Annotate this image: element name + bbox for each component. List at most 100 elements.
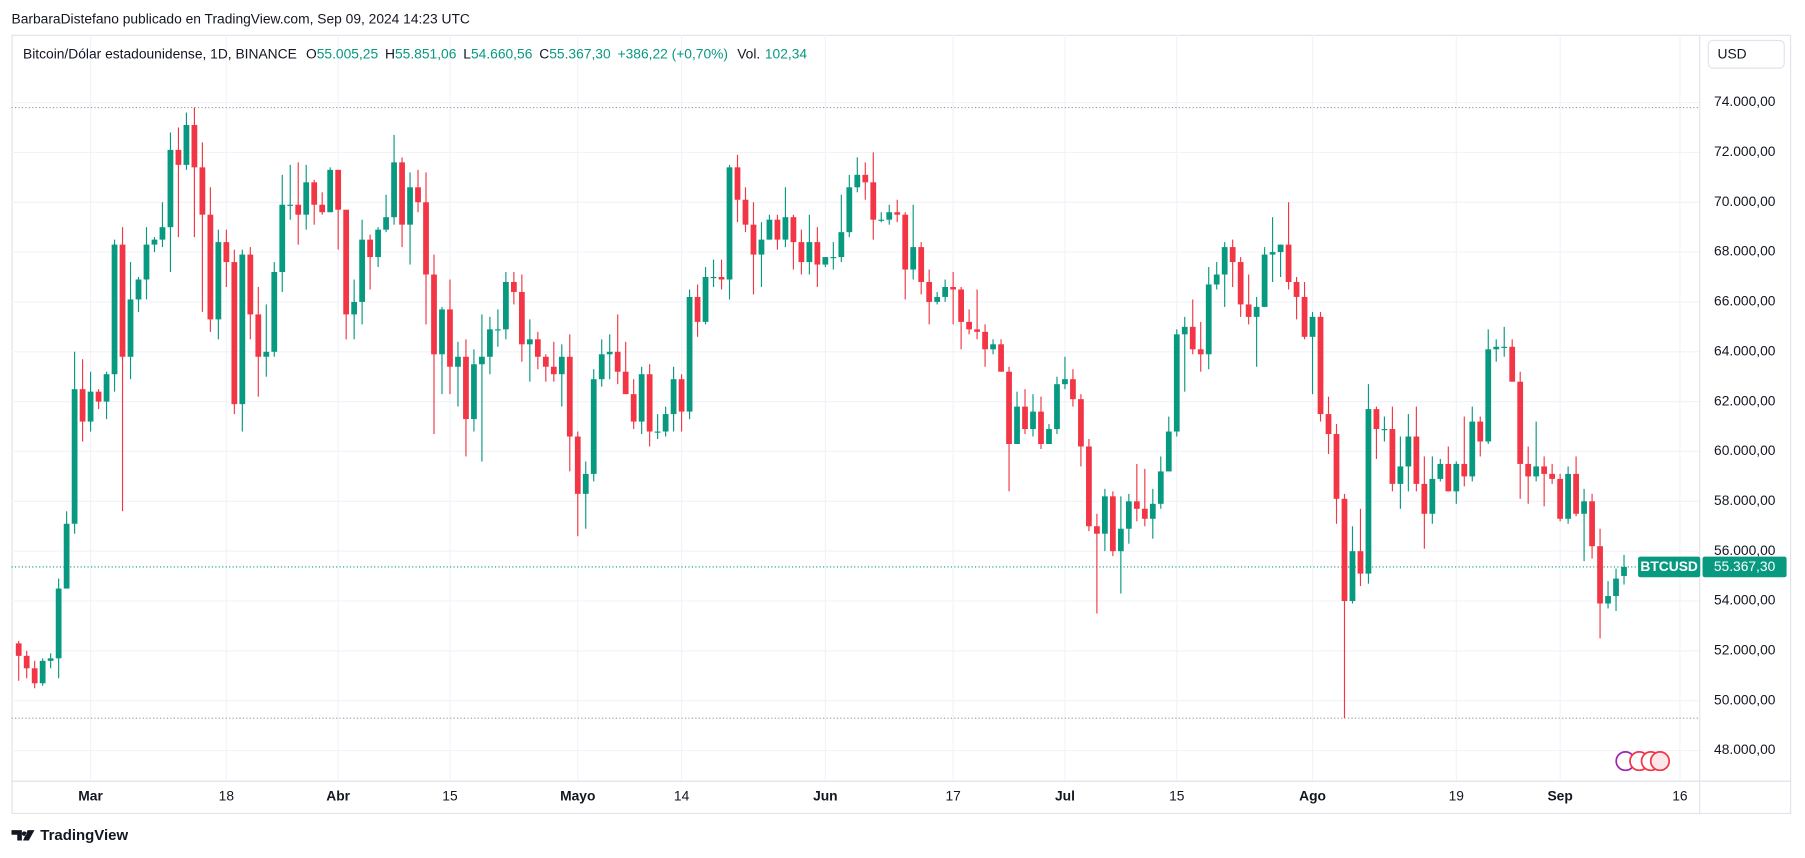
candle-body — [1006, 371, 1012, 444]
logo — [11, 830, 35, 841]
candle-body — [598, 354, 605, 380]
candle-body — [311, 182, 318, 205]
candle-body — [351, 301, 358, 315]
candle-body — [95, 391, 102, 402]
candle-body — [1589, 501, 1595, 547]
candle-body — [814, 242, 821, 265]
candle-body — [590, 379, 597, 474]
candles — [15, 107, 1627, 719]
x-tick-label: 15 — [442, 787, 458, 803]
candle-body — [1086, 446, 1092, 527]
candle-body — [846, 187, 853, 233]
candle-body — [1413, 436, 1420, 484]
candle-body — [343, 209, 350, 315]
candle-body — [1197, 349, 1204, 355]
candle-body — [646, 374, 653, 432]
candle-body — [1030, 411, 1036, 430]
candle-body — [463, 356, 469, 420]
candle-body — [183, 124, 190, 165]
candle-body — [135, 279, 142, 300]
candle-body — [1445, 463, 1452, 492]
candle-body — [990, 344, 996, 350]
candle-body — [1261, 254, 1268, 307]
candle-body — [1421, 483, 1428, 514]
candle-body — [782, 217, 789, 240]
candle-body — [654, 431, 661, 433]
candle-body — [638, 374, 645, 422]
candle-body — [247, 254, 254, 315]
candle-body — [1469, 421, 1476, 477]
candle-body — [862, 174, 869, 183]
price-tag-label: 55.367,30 — [1714, 558, 1776, 574]
currency-button[interactable] — [1707, 39, 1785, 69]
grid — [11, 34, 1700, 781]
candle-body — [1181, 326, 1188, 335]
candle-body — [718, 277, 725, 280]
candle-body — [1221, 247, 1228, 275]
candle-body — [854, 174, 861, 188]
x-tick-label: Mayo — [560, 787, 595, 803]
candle-body — [1022, 406, 1028, 430]
y-tick-label: 48.000,00 — [1714, 741, 1776, 757]
candle-body — [1157, 471, 1164, 504]
candle-body — [1405, 436, 1412, 467]
icon — [1649, 751, 1671, 772]
candle-body — [1205, 284, 1212, 355]
x-tick-label: Jun — [813, 787, 838, 803]
candle-body — [79, 389, 86, 422]
candle-body — [1437, 463, 1444, 479]
candle-body — [678, 379, 685, 412]
candle-body — [479, 356, 485, 365]
candle-body — [271, 272, 278, 352]
candle-body — [231, 262, 238, 405]
candle-body — [1381, 429, 1388, 431]
x-tick-label: 19 — [1449, 787, 1465, 803]
candle-body — [1014, 406, 1020, 444]
candle-body — [830, 257, 837, 259]
candle-body — [750, 224, 757, 255]
candle-body — [407, 187, 413, 225]
x-tick-label: 18 — [219, 787, 235, 803]
y-tick-label: 58.000,00 — [1714, 492, 1776, 508]
candle-body — [838, 232, 845, 258]
candle-body — [191, 124, 198, 168]
candle-body — [662, 414, 669, 432]
candle-body — [1102, 496, 1108, 534]
candle-body — [327, 169, 334, 213]
candle-body — [790, 217, 797, 243]
candle-body — [958, 289, 965, 322]
y-tick-label: 62.000,00 — [1714, 392, 1776, 408]
candle-body — [1565, 473, 1571, 519]
candle-body — [974, 329, 980, 332]
candle-body — [87, 391, 94, 422]
x-tick-label: 15 — [1169, 787, 1185, 803]
candle-body — [319, 204, 326, 213]
candle-body — [910, 247, 917, 270]
currency-label[interactable]: USD — [1718, 46, 1747, 62]
candle-body — [415, 187, 421, 203]
candle-body — [542, 356, 549, 367]
candle-body — [1325, 414, 1332, 435]
x-tick-label: Ago — [1299, 787, 1326, 803]
candle-body — [734, 167, 741, 200]
candle-body — [423, 202, 429, 275]
candle-body — [902, 214, 909, 270]
candle-body — [558, 356, 565, 375]
candle-body — [1581, 501, 1587, 514]
candle-body — [526, 339, 533, 345]
candle-body — [582, 473, 589, 494]
y-tick-label: 54.000,00 — [1714, 592, 1776, 608]
x-tick-label: 16 — [1672, 787, 1688, 803]
x-tick-label: 14 — [674, 787, 690, 803]
candle-body — [1509, 346, 1516, 382]
candle-body — [159, 227, 166, 240]
candle-body — [566, 356, 573, 437]
candle-body — [503, 281, 509, 330]
candle-body — [1389, 429, 1396, 484]
candle-body — [998, 344, 1004, 372]
legend-item: 54.660,56 — [471, 45, 533, 61]
x-tick-label: 17 — [945, 787, 960, 803]
candle-body — [71, 389, 78, 524]
candle-body — [487, 329, 493, 357]
